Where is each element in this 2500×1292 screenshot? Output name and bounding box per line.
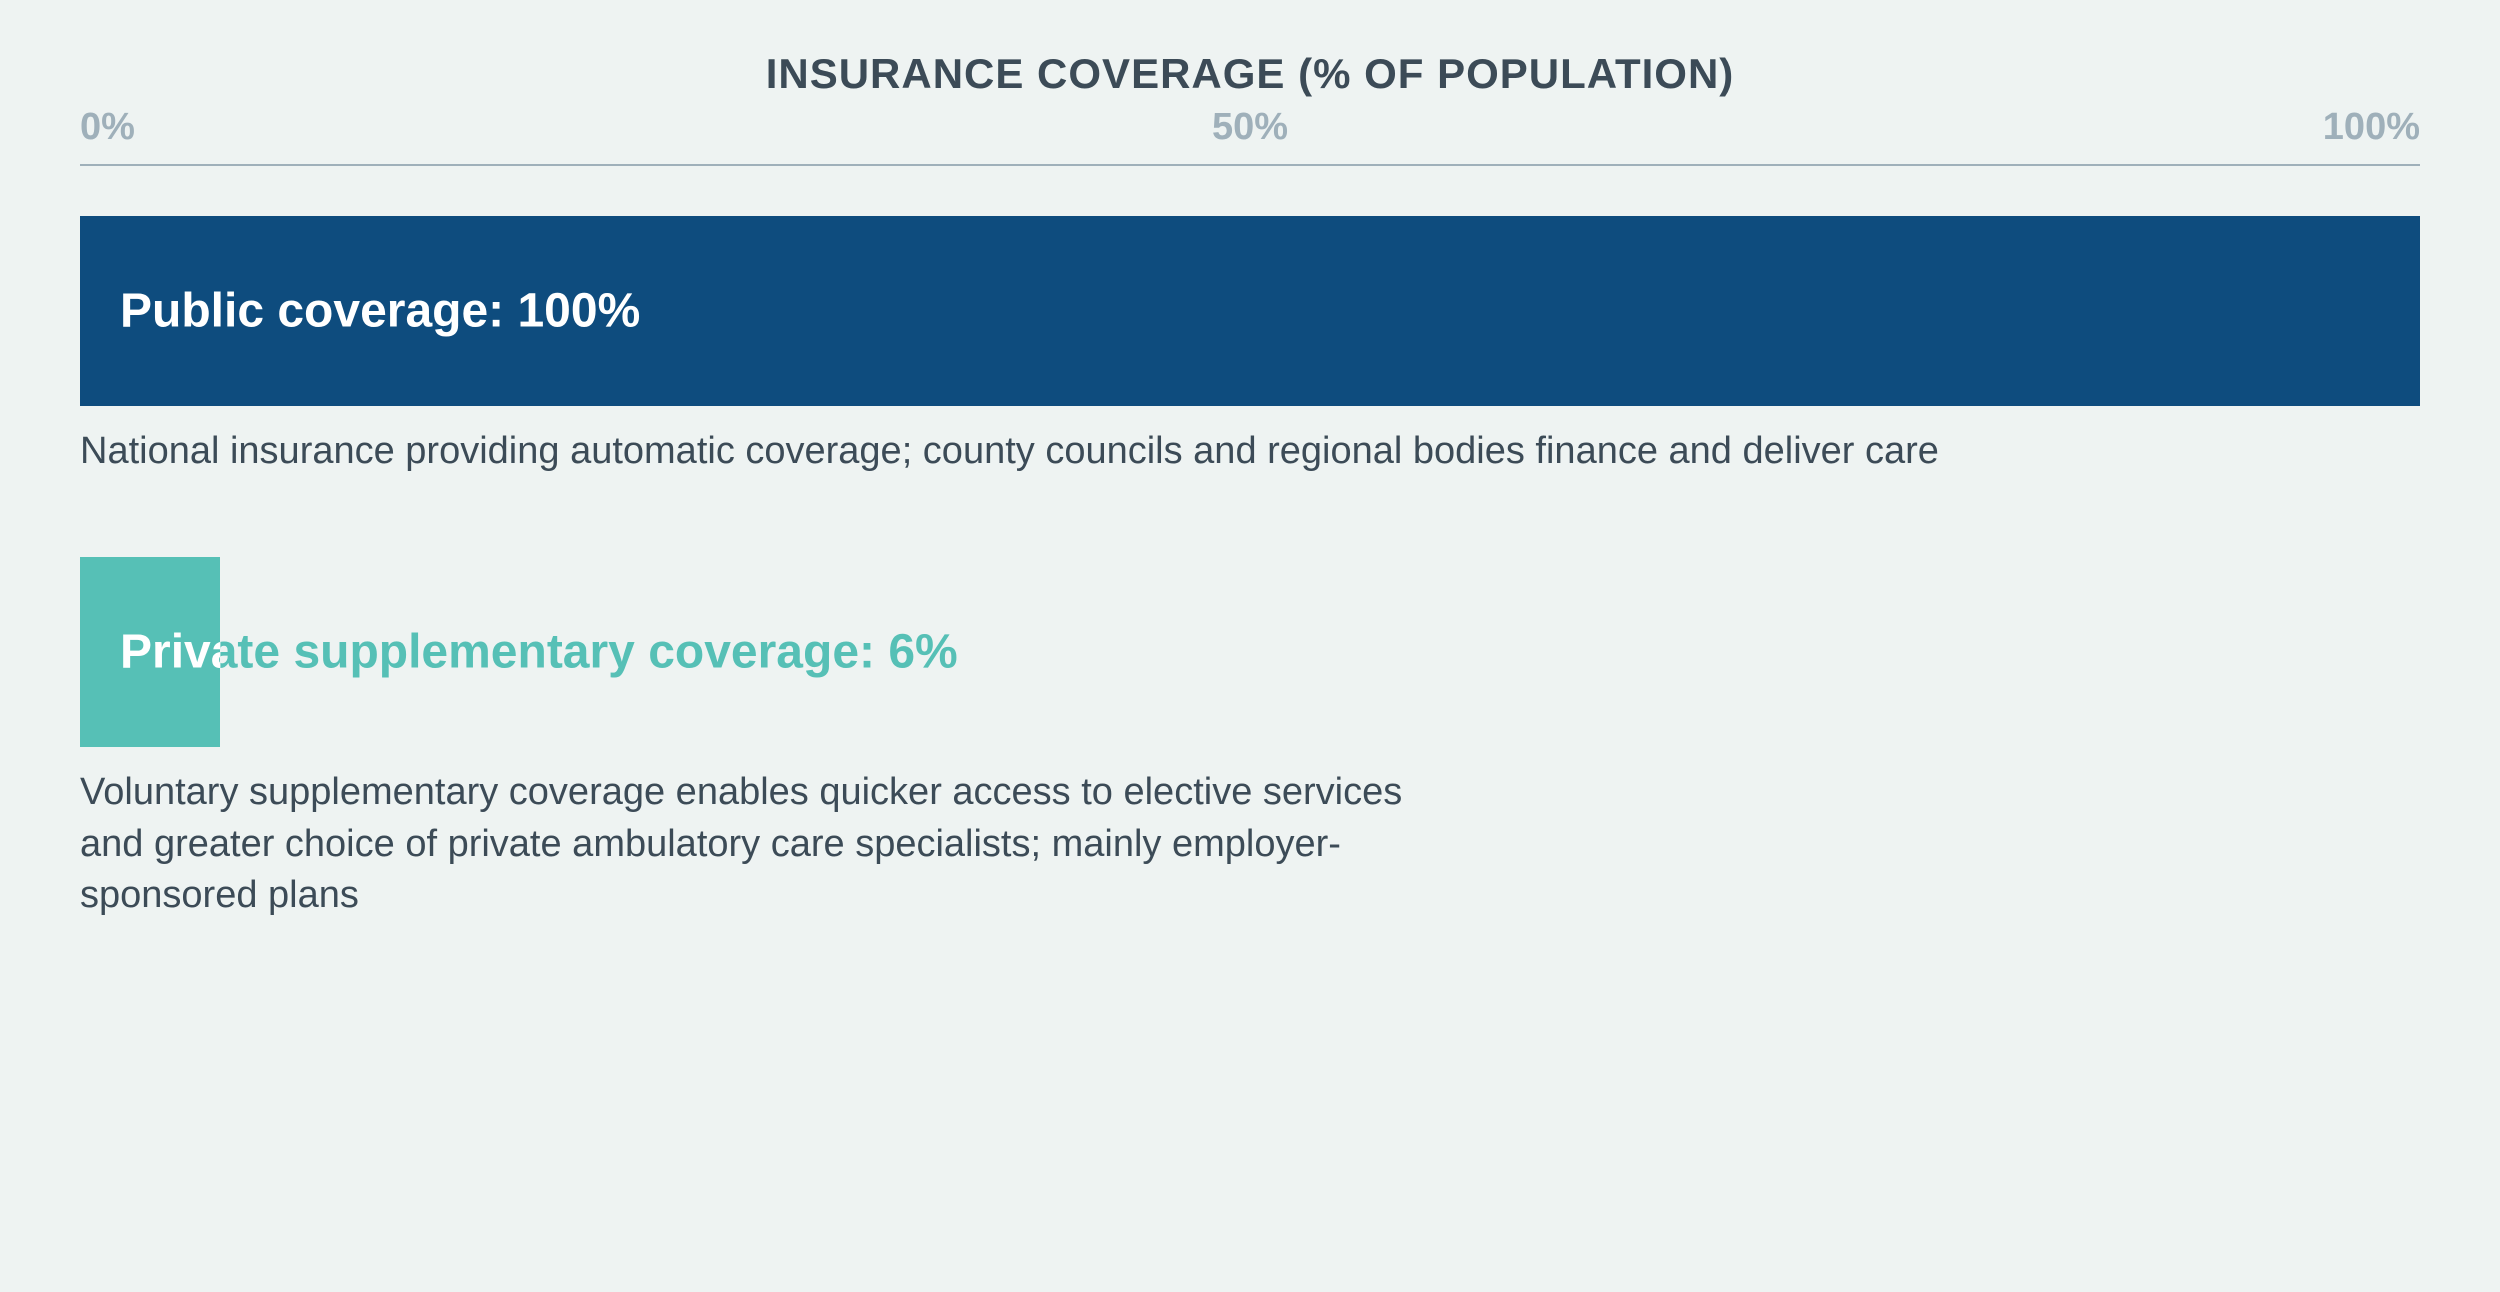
axis-line	[80, 164, 2420, 166]
private-description: Voluntary supplementary coverage enables…	[80, 767, 1437, 921]
axis-tick-100: 100%	[2323, 106, 2420, 149]
public-description: National insurance providing automatic c…	[80, 426, 2420, 477]
axis-tick-0: 0%	[80, 106, 135, 149]
public-coverage-section: Public coverage: 100% National insurance…	[80, 216, 2420, 477]
public-bar-label: Public coverage: 100%	[120, 284, 640, 339]
private-bar-label: Private supplementary coverage: 6%	[120, 625, 958, 680]
chart-title: INSURANCE COVERAGE (% OF POPULATION)	[80, 50, 2420, 98]
private-coverage-section: Private supplementary coverage: 6% Priva…	[80, 557, 2420, 921]
insurance-coverage-chart: INSURANCE COVERAGE (% OF POPULATION) 0% …	[80, 50, 2420, 921]
x-axis: 0% 50% 100%	[80, 106, 2420, 166]
axis-tick-50: 50%	[1212, 106, 1288, 149]
private-bar-track: Private supplementary coverage: 6% Priva…	[80, 557, 2420, 747]
public-bar-track: Public coverage: 100%	[80, 216, 2420, 406]
